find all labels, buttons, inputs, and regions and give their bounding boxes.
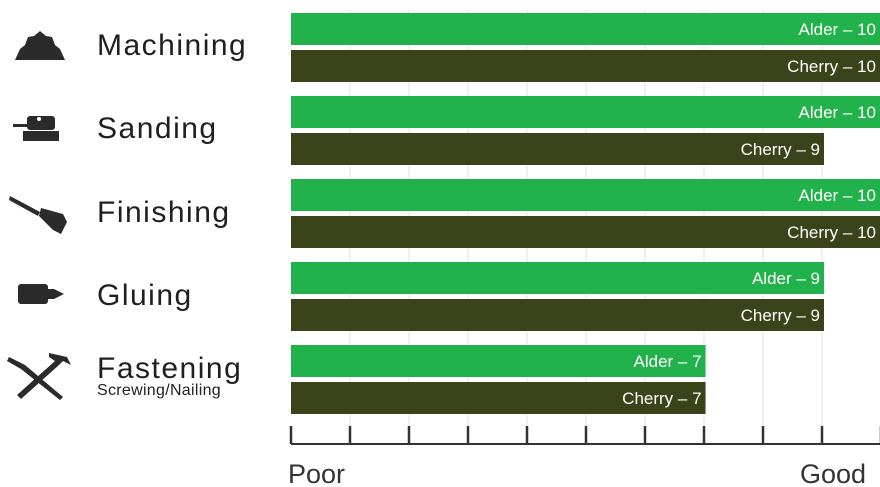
category-label: Finishing bbox=[97, 196, 231, 229]
sander-icon bbox=[5, 98, 75, 158]
bar-cherry bbox=[291, 216, 880, 248]
x-axis-start-label: Poor bbox=[288, 459, 345, 487]
category-finishing: Finishing bbox=[0, 182, 285, 242]
category-sanding: Sanding bbox=[0, 98, 285, 158]
bar-alder bbox=[291, 262, 824, 294]
saw-blade-icon bbox=[5, 15, 75, 75]
data-label: Alder – 10 bbox=[799, 186, 877, 205]
category-label: Sanding bbox=[97, 112, 218, 145]
category-fastening: Fastening Screwing/Nailing bbox=[0, 345, 285, 405]
category-gluing: Gluing bbox=[0, 265, 285, 325]
data-label: Alder – 10 bbox=[799, 103, 877, 122]
category-machining: Machining bbox=[0, 15, 285, 75]
data-label: Cherry – 10 bbox=[787, 57, 876, 76]
paintbrush-icon bbox=[5, 182, 75, 242]
bar-alder bbox=[291, 179, 880, 211]
data-label: Cherry – 9 bbox=[741, 306, 820, 325]
x-axis-end-label: Good bbox=[800, 459, 866, 487]
bar-cherry bbox=[291, 299, 824, 331]
screwdriver-hammer-icon bbox=[5, 345, 75, 405]
bar-cherry bbox=[291, 50, 880, 82]
bar-alder bbox=[291, 13, 880, 45]
bar-alder bbox=[291, 96, 880, 128]
data-label: Cherry – 10 bbox=[787, 223, 876, 242]
data-label: Alder – 7 bbox=[634, 352, 702, 371]
data-label: Cherry – 7 bbox=[622, 389, 701, 408]
glue-bottle-icon bbox=[5, 265, 75, 325]
category-subtitle: Screwing/Nailing bbox=[97, 382, 221, 399]
category-label: Gluing bbox=[97, 279, 193, 312]
bar-cherry bbox=[291, 133, 824, 165]
bar-cherry bbox=[291, 382, 706, 414]
data-label: Alder – 10 bbox=[799, 20, 877, 39]
category-label: Fastening bbox=[97, 352, 243, 385]
bar-alder bbox=[291, 345, 706, 377]
category-label: Machining bbox=[97, 29, 248, 62]
data-label: Alder – 9 bbox=[752, 269, 820, 288]
data-label: Cherry – 9 bbox=[741, 140, 820, 159]
